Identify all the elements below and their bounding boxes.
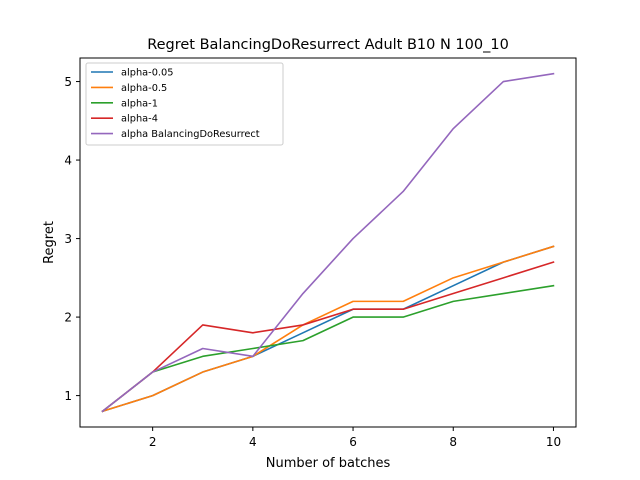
x-tick-label: 8	[449, 435, 457, 449]
y-tick-label: 1	[64, 389, 72, 403]
plot-area-frame	[79, 57, 577, 428]
series-line-4	[101, 72, 555, 413]
legend-box	[85, 62, 284, 146]
x-tick-label: 2	[149, 435, 157, 449]
legend-label-0: alpha-0.05	[121, 68, 174, 79]
chart-title: Regret BalancingDoResurrect Adult B10 N …	[147, 37, 509, 53]
x-tick-label: 4	[249, 435, 257, 449]
y-tick-label: 5	[64, 75, 72, 89]
y-axis-label: Regret	[42, 221, 57, 264]
legend-label-4: alpha BalancingDoResurrect	[121, 129, 260, 140]
legend-label-2: alpha-1	[121, 98, 158, 109]
y-tick-label: 4	[64, 154, 72, 168]
y-axis-ticks: 1 2 3 4 5	[64, 75, 80, 403]
x-axis-label: Number of batches	[266, 456, 391, 471]
y-tick-label: 3	[64, 232, 72, 246]
plot-lines	[101, 72, 555, 413]
x-tick-label: 10	[546, 435, 561, 449]
legend: alpha-0.05 alpha-0.5 alpha-1 alpha-4 alpha B…	[85, 62, 284, 146]
x-tick-label: 6	[349, 435, 357, 449]
x-axis-ticks: 2 4 6 8 10	[149, 427, 561, 449]
series-line-1	[101, 245, 555, 413]
y-tick-label: 2	[64, 311, 72, 325]
series-line-2	[101, 284, 555, 413]
legend-label-3: alpha-4	[121, 114, 158, 125]
series-line-3	[101, 261, 555, 413]
legend-label-1: alpha-0.5	[121, 83, 167, 94]
